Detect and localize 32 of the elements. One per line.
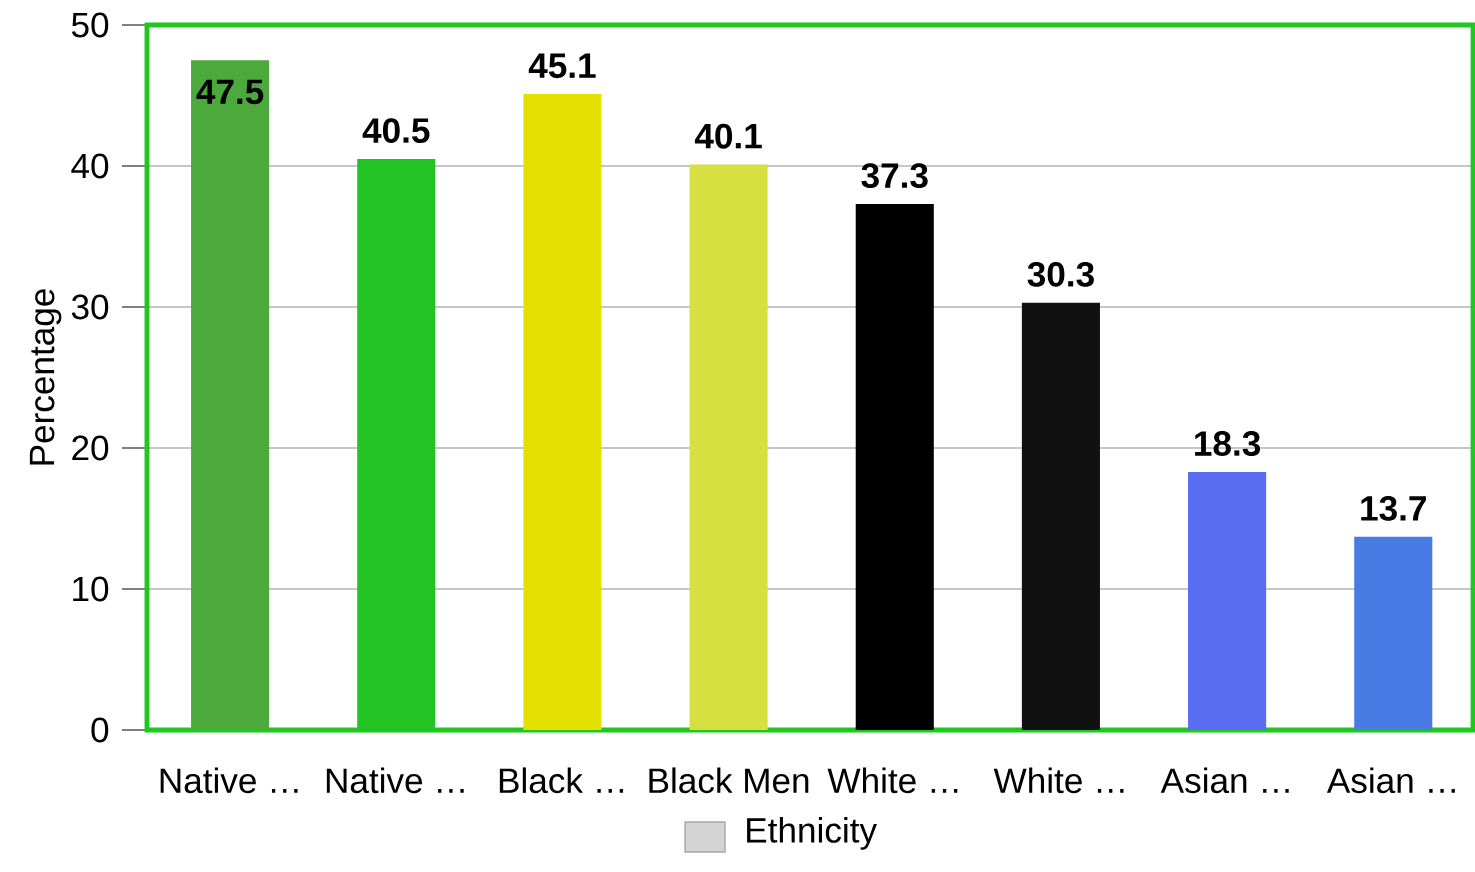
data-label: 40.1 — [694, 123, 762, 149]
x-tick-label: White … — [993, 767, 1124, 794]
x-tick-label: Asian … — [1160, 767, 1289, 794]
bar — [1354, 536, 1433, 730]
y-axis-title: Percentage — [29, 289, 62, 465]
data-label: 37.3 — [861, 163, 928, 189]
bar — [357, 158, 436, 730]
y-tick-label: 0 — [91, 717, 109, 743]
x-tick-label: Asian … — [1326, 767, 1455, 794]
y-tick-label: 40 — [71, 153, 109, 179]
data-label: 40.5 — [362, 118, 430, 143]
bar — [191, 60, 270, 730]
x-tick-label: Black Men — [649, 767, 809, 794]
data-label: 47.5 — [196, 79, 264, 105]
data-label: 30.3 — [1027, 261, 1094, 287]
y-tick-label: 50 — [71, 12, 109, 38]
bar — [523, 94, 602, 730]
y-tick-label: 10 — [73, 576, 109, 602]
bar — [689, 164, 768, 730]
x-tick-label: Native … — [160, 767, 298, 794]
x-tick-label: White … — [827, 767, 958, 794]
data-label: 18.3 — [1195, 431, 1261, 457]
text: Ethnicity — [747, 817, 877, 850]
data-label: 45.1 — [528, 53, 596, 79]
bar — [1021, 302, 1100, 730]
x-tick-label: Native … — [326, 767, 464, 794]
data-label: 13.7 — [1361, 495, 1426, 521]
y-tick-label: 20 — [72, 435, 109, 461]
bar — [1188, 471, 1267, 730]
bar — [855, 204, 934, 730]
y-tick-label: 30 — [71, 294, 109, 320]
x-tick-label: Black … — [499, 767, 624, 794]
